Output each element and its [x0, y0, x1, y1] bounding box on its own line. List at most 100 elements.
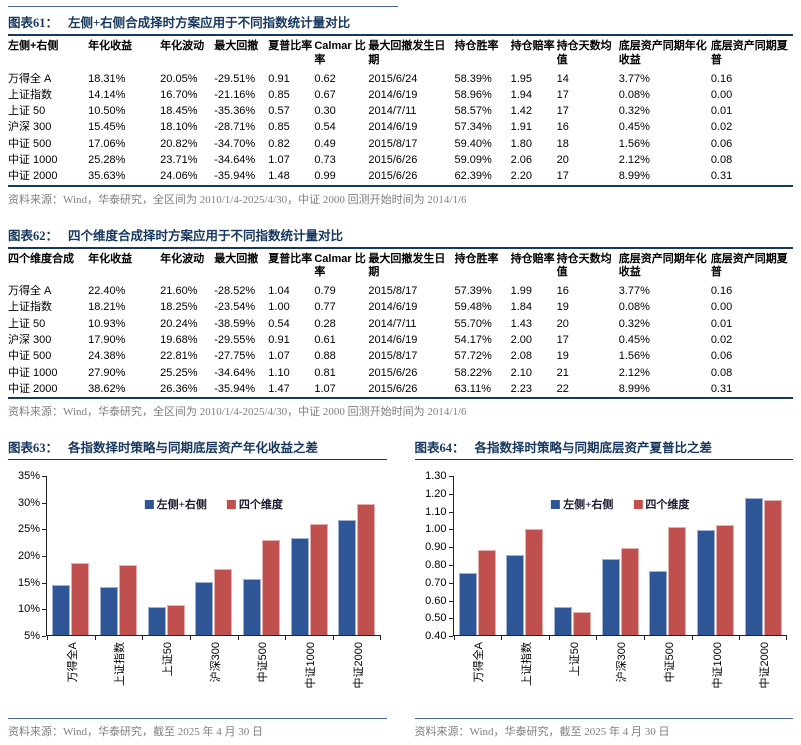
column-header: 持仓天数均值	[556, 252, 612, 279]
table-cell: 上证指数	[8, 301, 52, 314]
figure-61-section: 图表61： 左侧+右侧合成择时方案应用于不同指数统计量对比 左侧+右侧 年化收益 年化…	[8, 8, 793, 207]
column-header: 持仓胜率	[454, 40, 499, 52]
table-cell: 24.06%	[160, 170, 198, 183]
table-cell: 1.56%	[618, 137, 650, 150]
figure-62-source: 资料来源：Wind，华泰研究，全区间为 2010/1/4-2025/4/30，中…	[8, 406, 467, 419]
table-cell: 27.90%	[88, 366, 126, 379]
table-cell: 1.07	[268, 153, 290, 166]
table-cell: 0.00	[710, 301, 733, 314]
table-cell: 0.61	[314, 333, 336, 346]
table-cell: 0.31	[710, 382, 733, 395]
table-cell: 26.36%	[160, 382, 198, 395]
table-cell: 0.81	[314, 366, 336, 379]
table-cell: 21.60%	[160, 285, 198, 298]
figure-62-title: 图表62： 四个维度合成择时方案应用于不同指数统计量对比	[8, 221, 793, 249]
table-cell: 58.96%	[454, 88, 492, 101]
table-cell: 59.48%	[454, 301, 492, 314]
table-cell: 0.99	[314, 170, 336, 183]
table-cell: 2014/7/11	[368, 105, 417, 118]
table-cell: 20.24%	[160, 317, 198, 330]
table-cell: 2014/6/19	[368, 88, 418, 101]
table-cell: 2.06	[510, 153, 532, 166]
bar	[506, 555, 525, 636]
table-cell: 17	[556, 105, 569, 118]
x-axis-label: 沪深300	[616, 642, 629, 683]
table-cell: 万得全 A	[8, 72, 52, 85]
figure-64-title: 图表64： 各指数择时策略与同期底层资产夏普比之差	[414, 433, 793, 461]
table-cell: -34.64%	[214, 153, 256, 166]
x-axis-label: 中证2000	[352, 642, 365, 689]
y-axis-label: 0.50	[425, 612, 447, 625]
table-cell: 0.06	[710, 350, 733, 363]
table-cell: 58.22%	[454, 366, 492, 379]
bar-group	[142, 476, 190, 636]
bar	[147, 607, 166, 636]
bar-group	[501, 476, 549, 636]
table-header-row: 左侧+右侧 年化收益 年化波动 最大回撤 夏普比率 Calmar 比率 最大回撤发生日期 持仓…	[8, 37, 793, 71]
table-cell: 2015/8/17	[368, 350, 418, 363]
legend-label: 左侧+右侧	[156, 499, 207, 512]
y-axis-label: 0.90	[425, 541, 447, 554]
figure-61-table: 左侧+右侧 年化收益 年化波动 最大回撤 夏普比率 Calmar 比率 最大回撤发生日期 持仓…	[8, 37, 793, 187]
table-cell: 1.43	[510, 317, 532, 330]
y-axis-label: 1.30	[425, 470, 447, 483]
table-cell: 中证 2000	[8, 170, 58, 183]
x-axis-label: 上证50	[162, 642, 175, 677]
table-cell: 16.70%	[160, 88, 198, 101]
bar	[697, 530, 716, 636]
column-header: 底层资产同期夏普	[710, 252, 788, 279]
column-header: 年化收益	[88, 252, 133, 265]
figure-63-source-rule	[8, 718, 387, 720]
y-axis-label: 0.60	[425, 594, 447, 607]
table-cell: 0.00	[710, 88, 733, 101]
y-axis-tick	[42, 556, 46, 558]
table-cell: 1.95	[510, 72, 532, 85]
table-cell: 0.45%	[618, 333, 650, 346]
table-row: 上证 50 10.50% 18.45% -35.36% 0.57 0.30 2014/7/1…	[8, 103, 793, 119]
table-cell: 8.99%	[618, 382, 650, 395]
table-row: 上证指数 18.21% 18.25% -23.54% 1.00 0.77 2014/6/19…	[8, 299, 793, 315]
column-header: 持仓赔率	[510, 40, 555, 52]
table-cell: 0.28	[314, 317, 336, 330]
y-axis-label: 1.10	[425, 505, 447, 518]
x-axis-tick	[379, 636, 381, 641]
table-cell: 17	[556, 333, 569, 346]
table-cell: 0.79	[314, 285, 336, 298]
figure-61-title-text: 左侧+右侧合成择时方案应用于不同指数统计量对比	[68, 16, 351, 30]
figure-62-section: 图表62： 四个维度合成择时方案应用于不同指数统计量对比 四个维度合成 年化收益 年化…	[8, 221, 793, 420]
y-axis-tick	[448, 600, 453, 602]
column-header: 持仓赔率	[510, 252, 555, 265]
y-axis-tick	[448, 493, 453, 495]
bar	[261, 540, 280, 636]
column-header: 夏普比率	[268, 252, 313, 265]
table-cell: 沪深 300	[8, 121, 52, 134]
bar	[195, 581, 214, 636]
bar	[763, 500, 782, 636]
x-axis-label: 上证指数	[114, 642, 127, 687]
y-axis-label: 20%	[17, 550, 40, 563]
bar	[214, 568, 233, 636]
x-axis-label: 中证2000	[759, 642, 772, 689]
figure-61-title: 图表61： 左侧+右侧合成择时方案应用于不同指数统计量对比	[8, 8, 793, 36]
table-cell: 0.85	[268, 88, 290, 101]
table-cell: 25.28%	[88, 153, 126, 166]
y-axis-label: 35%	[17, 470, 40, 483]
table-row: 万得全 A 22.40% 21.60% -28.52% 1.04 0.79 2015/8/1…	[8, 283, 793, 299]
table-cell: 58.57%	[454, 105, 492, 118]
table-cell: 22	[556, 382, 569, 395]
column-header: 最大回撤发生日期	[368, 252, 446, 279]
column-header: 年化波动	[160, 40, 205, 52]
table-cell: 18.31%	[88, 72, 126, 85]
legend-item: 四个维度	[633, 496, 689, 512]
figure-63-source: 资料来源：Wind，华泰研究，截至 2025 年 4 月 30 日	[8, 726, 263, 739]
table-cell: 18.25%	[160, 301, 198, 314]
figure-64-section: 图表64： 各指数择时策略与同期底层资产夏普比之差 万得全A 上证指数 上证50 沪深3…	[414, 433, 793, 739]
y-axis-tick	[448, 529, 453, 531]
plot-area: 万得全A 上证指数 上证50 沪深300 中证500 中证1000 中证2000 左侧+右侧 四…	[452, 476, 787, 689]
table-cell: 中证 2000	[8, 382, 58, 395]
bar	[573, 612, 592, 636]
table-cell: 上证 50	[8, 317, 46, 330]
table-cell: 0.32%	[618, 317, 650, 330]
x-axis-label: 上证指数	[520, 642, 533, 687]
bar	[649, 571, 668, 636]
